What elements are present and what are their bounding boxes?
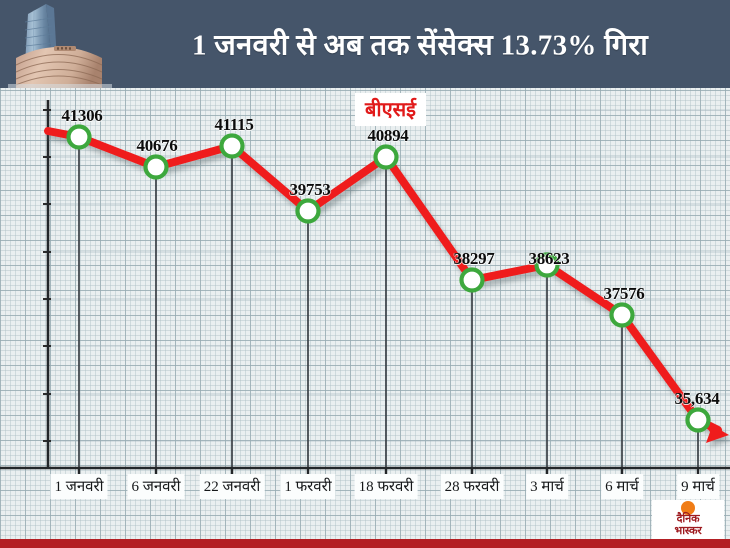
logo-text-line1: दैनिक	[676, 513, 700, 525]
point-value-label: 39753	[289, 180, 331, 199]
point-value-label: 35,634	[674, 389, 720, 408]
x-tick-label: 28 फरवरी	[440, 474, 504, 499]
graph-paper-background	[0, 88, 730, 540]
point-value-label: 40894	[367, 126, 409, 145]
point-value-label: 41306	[61, 106, 103, 125]
series-legend-badge: बीएसई	[355, 93, 426, 126]
x-tick-label: 6 जनवरी	[127, 474, 185, 499]
y-gridlines	[48, 109, 730, 442]
point-value-label: 41115	[214, 115, 254, 134]
page-title: 1 जनवरी से अब तक सेंसेक्स 13.73% गिरा	[191, 29, 649, 62]
x-tick-label: 9 मार्च	[677, 474, 719, 499]
point-value-label: 40676	[136, 136, 178, 155]
x-tick-label: 3 मार्च	[526, 474, 568, 499]
x-tick-label: 1 फरवरी	[280, 474, 336, 499]
point-value-label: 37576	[603, 284, 645, 303]
x-tick-label: 18 फरवरी	[354, 474, 418, 499]
x-tick-label: 1 जनवरी	[50, 474, 108, 499]
x-tick-label: 6 मार्च	[601, 474, 643, 499]
dainik-bhaskar-logo: दैनिक भास्कर	[652, 500, 724, 539]
logo-dot-icon	[681, 501, 695, 515]
footer-bar	[0, 539, 730, 548]
point-value-label: 38623	[528, 249, 570, 268]
logo-text-line2: भास्कर	[674, 525, 702, 537]
data-point-markers	[66, 124, 711, 433]
point-value-label: 38297	[453, 249, 495, 268]
bse-building-image	[8, 4, 112, 88]
point-drop-lines	[78, 137, 699, 468]
header-banner: 1 जनवरी से अब तक सेंसेक्स 13.73% गिरा	[0, 0, 730, 88]
x-tick-label: 22 जनवरी	[199, 474, 265, 499]
